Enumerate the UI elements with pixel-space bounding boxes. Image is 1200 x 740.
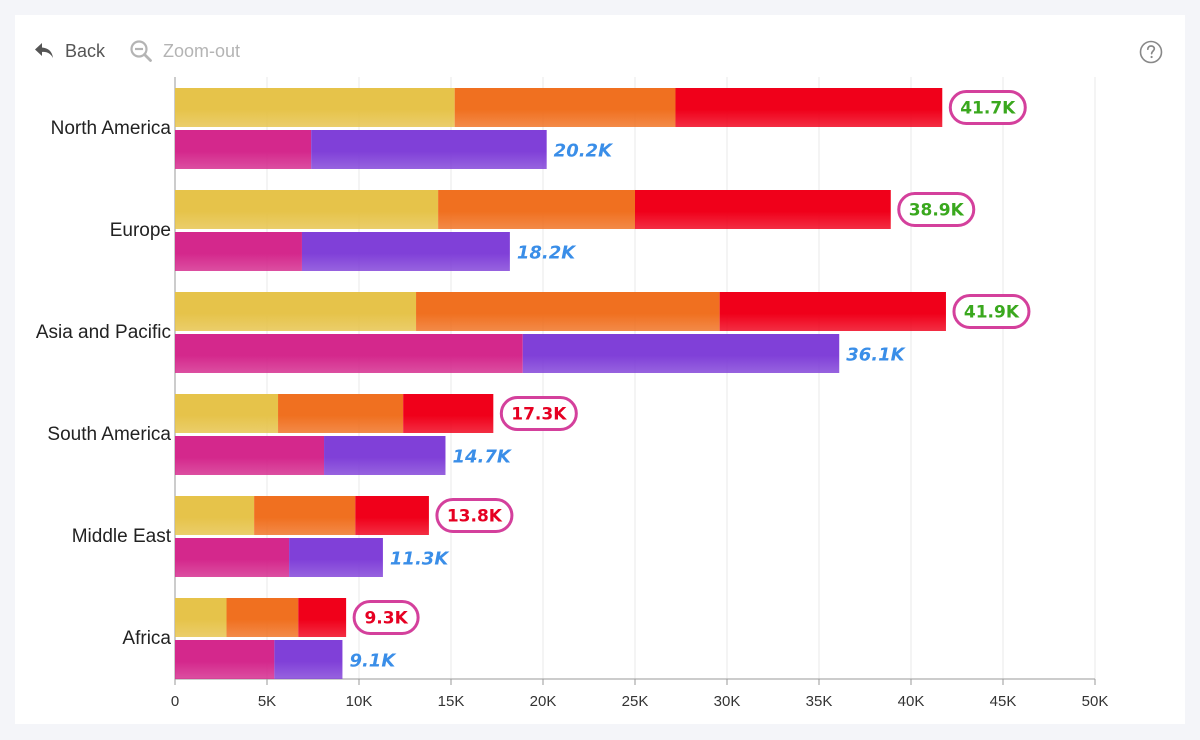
bar-segment-bottom [175,334,523,373]
bar-segment-top [278,394,404,433]
bar-segment-top [675,88,943,127]
bottom-total-label: 20.2K [554,141,614,162]
bar-segment-top [175,190,439,229]
x-tick-label: 5K [258,693,276,710]
x-tick-label: 15K [438,693,465,710]
total-badge-label: 9.3K [364,609,408,629]
help-question-icon [1139,40,1163,64]
bar-segment-top [355,496,429,535]
x-tick-label: 20K [530,693,557,710]
bar-segment-bottom [289,538,383,577]
bar-segment-bottom [274,640,343,679]
total-badge [948,90,1027,125]
total-badge-label: 13.8K [447,507,503,527]
bar-segment-top [298,598,347,637]
bar-segment-top [175,598,227,637]
bar-segment-top [416,292,720,331]
back-button[interactable]: Back [33,39,105,63]
back-button-label: Back [65,40,106,61]
category-label: Middle East [72,526,172,547]
bar-segment-bottom [175,130,312,169]
bar-segment-bottom [311,130,547,169]
total-badge [897,192,976,227]
total-badge-label: 41.9K [964,303,1020,323]
x-tick-label: 30K [714,693,741,710]
x-tick-label: 0 [171,693,179,710]
category-label: Asia and Pacific [36,322,171,343]
total-badge [499,396,578,431]
bar-segment-bottom [175,538,290,577]
bar-segment-bottom [175,436,325,475]
bar-segment-top [175,496,255,535]
x-tick-label: 10K [346,693,373,710]
help-button[interactable] [1139,40,1163,64]
chart-panel: Back Zoom-out 0 5K 10K 15K 20K 25K 30K 35K 40K 45… [15,15,1185,724]
x-tick-label: 35K [806,693,833,710]
back-arrow-icon [35,43,53,58]
x-tick-label: 40K [898,693,925,710]
x-tick-label: 45K [990,693,1017,710]
regional-bar-chart: 0 5K 10K 15K 20K 25K 30K 35K 40K 45K 50K North Amer… [36,77,1109,710]
x-tick-label: 25K [622,693,649,710]
bar-segment-top [635,190,891,229]
bar-segment-bottom [301,232,510,271]
bottom-total-label: 14.7K [452,447,512,468]
bar-segment-bottom [175,232,302,271]
total-badge [435,498,514,533]
zoom-out-button-label: Zoom-out [163,40,241,61]
category-label: Europe [110,220,171,241]
bar-segment-top [438,190,635,229]
bar-segment-bottom [324,436,446,475]
total-badge [352,600,420,635]
category-label: Africa [122,628,171,649]
category-label: North America [51,118,172,139]
bar-segment-top [175,394,279,433]
zoom-out-icon [130,40,152,62]
bottom-total-label: 9.1K [349,651,397,672]
bar-segment-top [719,292,946,331]
chart-toolbar: Back Zoom-out [15,15,1185,85]
bar-segment-bottom [175,640,275,679]
total-badge-label: 41.7K [960,99,1016,119]
bottom-total-label: 36.1K [846,345,906,366]
bar-segment-top [403,394,494,433]
bottom-total-label: 11.3K [390,549,450,570]
total-badge-label: 17.3K [511,405,567,425]
bar-segment-top [254,496,356,535]
total-badge-label: 38.9K [909,201,965,221]
category-label: South America [47,424,171,445]
bar-segment-top [175,88,455,127]
x-tick-label: 50K [1082,693,1109,710]
bar-segment-top [226,598,299,637]
bar-segment-top [175,292,417,331]
total-badge [952,294,1031,329]
bar-segment-top [454,88,676,127]
zoom-out-button[interactable]: Zoom-out [129,39,240,63]
bar-segment-bottom [522,334,840,373]
bottom-total-label: 18.2K [517,243,577,264]
